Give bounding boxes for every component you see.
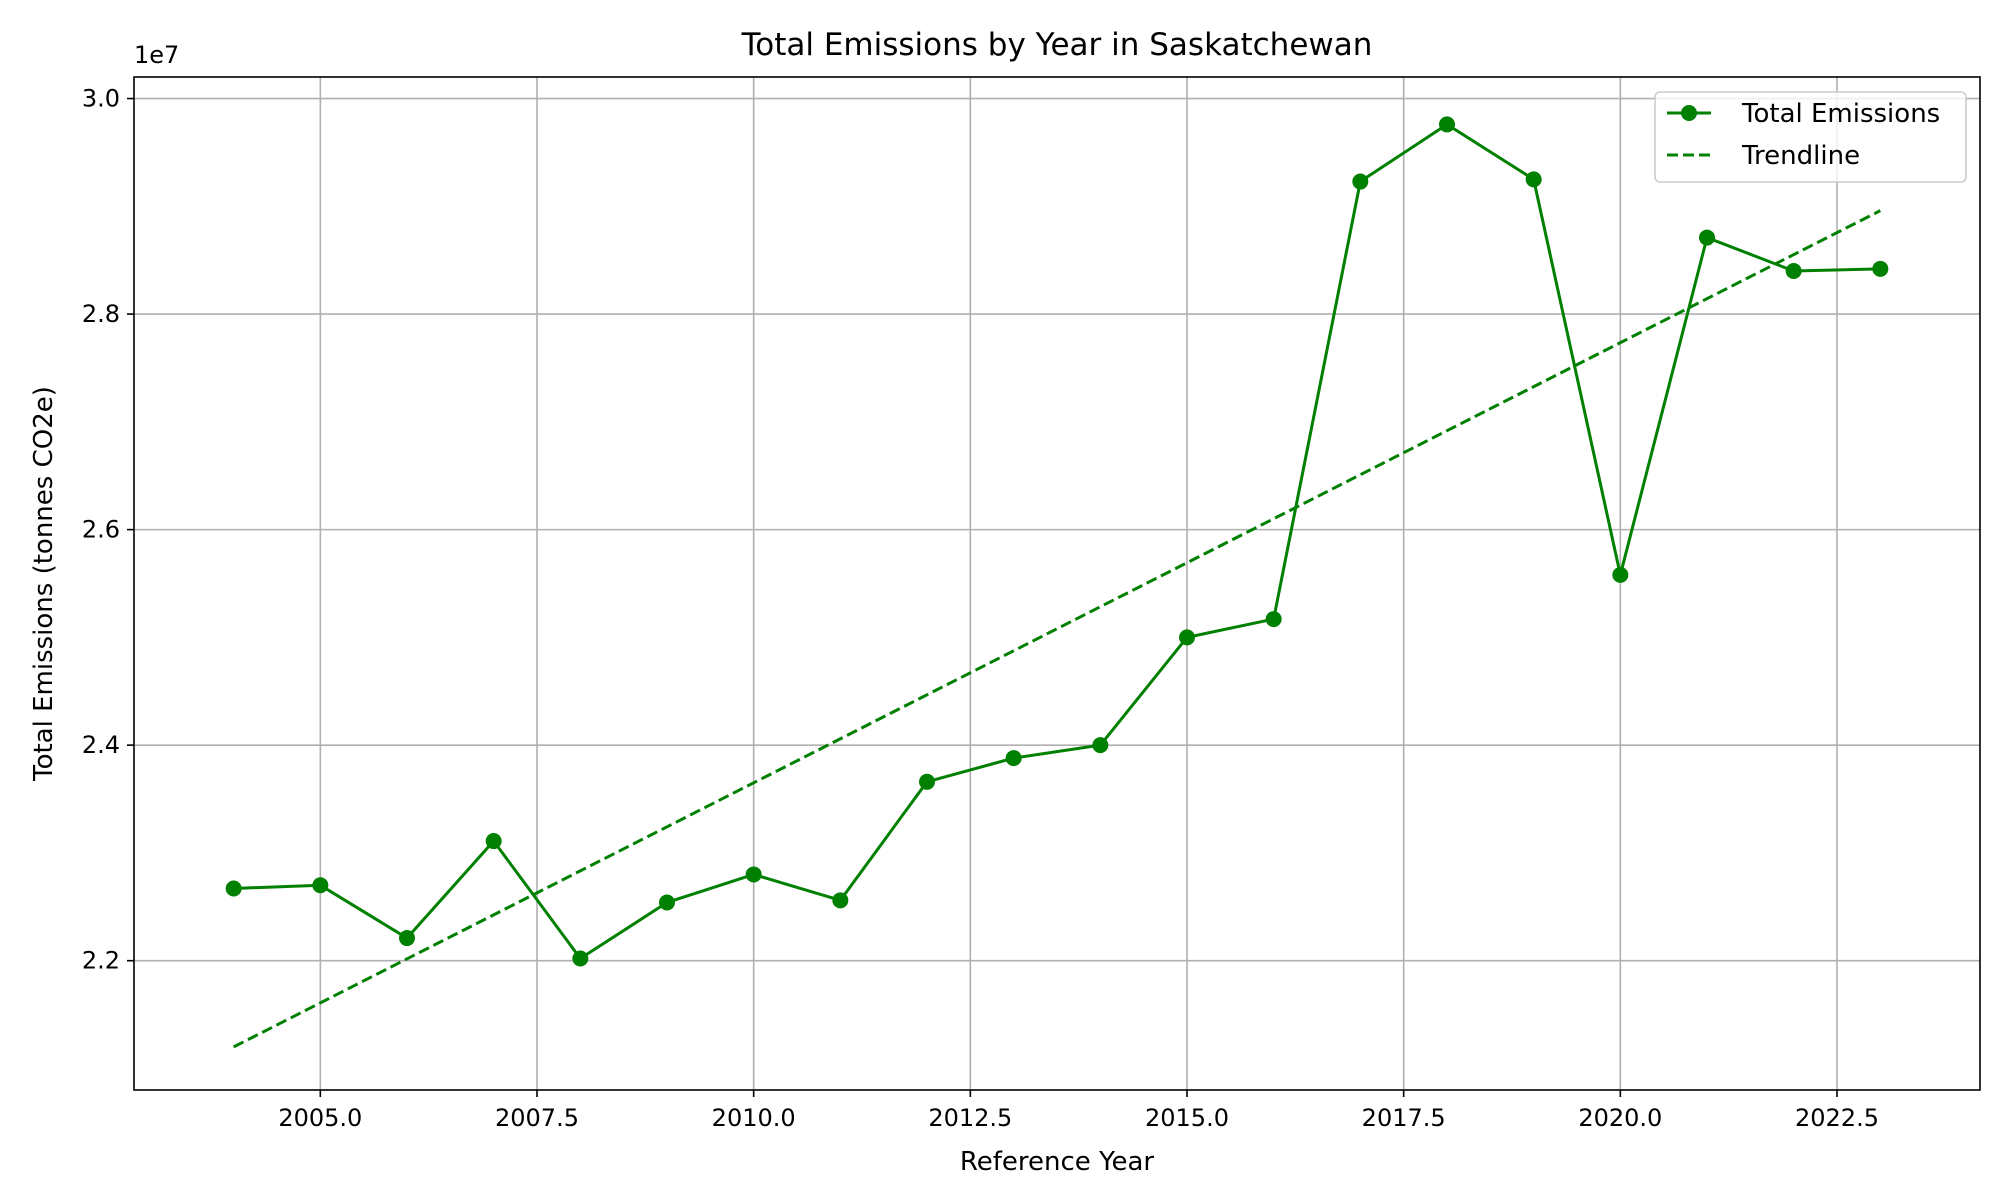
data-point-total-emissions xyxy=(1699,229,1715,246)
x-tick-label: 2017.5 xyxy=(1362,1104,1446,1132)
y-tick-label: 3.0 xyxy=(82,85,120,113)
x-axis-label: Reference Year xyxy=(960,1147,1155,1177)
data-point-total-emissions xyxy=(1092,737,1109,754)
x-tick-label: 2012.5 xyxy=(928,1104,1012,1132)
data-point-total-emissions xyxy=(1439,116,1455,133)
data-point-total-emissions xyxy=(572,950,589,967)
data-point-total-emissions xyxy=(832,892,849,909)
x-tick-label: 2005.0 xyxy=(278,1104,362,1132)
data-point-total-emissions xyxy=(225,880,242,897)
y-axis-label: Total Emissions (tonnes CO2e) xyxy=(29,386,59,782)
data-point-total-emissions xyxy=(1525,171,1542,188)
data-point-total-emissions xyxy=(1005,750,1022,767)
data-point-total-emissions xyxy=(1872,260,1889,277)
data-point-total-emissions xyxy=(1265,611,1282,628)
data-point-total-emissions xyxy=(1785,262,1802,279)
data-point-total-emissions xyxy=(745,866,762,883)
data-point-total-emissions xyxy=(1179,629,1195,646)
axis-ticks: 2005.0 2007.5 2010.0 2012.5 2015.0 2017.5 2020… xyxy=(82,85,1879,1132)
series-line-trendline xyxy=(232,209,1882,1049)
data-point-total-emissions xyxy=(1612,566,1629,583)
y-tick-label: 2.2 xyxy=(82,947,120,975)
legend-marker-total-emissions xyxy=(1681,105,1697,121)
legend: Total Emissions Trendline xyxy=(1654,91,1967,183)
x-tick-label: 2010.0 xyxy=(712,1104,796,1132)
data-point-total-emissions xyxy=(399,930,415,947)
plot-frame xyxy=(133,76,1981,1091)
series-line-total-emissions xyxy=(233,122,1881,961)
y-tick-label: 2.8 xyxy=(82,300,120,328)
data-point-total-emissions xyxy=(312,877,329,894)
y-axis-offset-label: 1e7 xyxy=(134,41,179,69)
chart-title: Total Emissions by Year in Saskatchewan xyxy=(741,27,1373,63)
legend-frame xyxy=(1654,91,1967,183)
data-point-total-emissions xyxy=(1352,173,1369,190)
data-point-total-emissions xyxy=(919,773,935,790)
y-tick-label: 2.4 xyxy=(82,731,120,759)
grid-lines xyxy=(134,77,1980,1090)
x-tick-label: 2022.5 xyxy=(1795,1104,1879,1132)
data-point-total-emissions xyxy=(485,833,502,850)
legend-label-trendline: Trendline xyxy=(1741,141,1860,171)
x-tick-label: 2007.5 xyxy=(495,1104,579,1132)
x-tick-label: 2020.0 xyxy=(1578,1104,1662,1132)
x-tick-label: 2015.0 xyxy=(1145,1104,1229,1132)
legend-label-total-emissions: Total Emissions xyxy=(1741,99,1940,129)
series-layer xyxy=(225,116,1889,1049)
data-point-total-emissions xyxy=(659,894,675,911)
y-tick-label: 2.6 xyxy=(82,516,120,544)
